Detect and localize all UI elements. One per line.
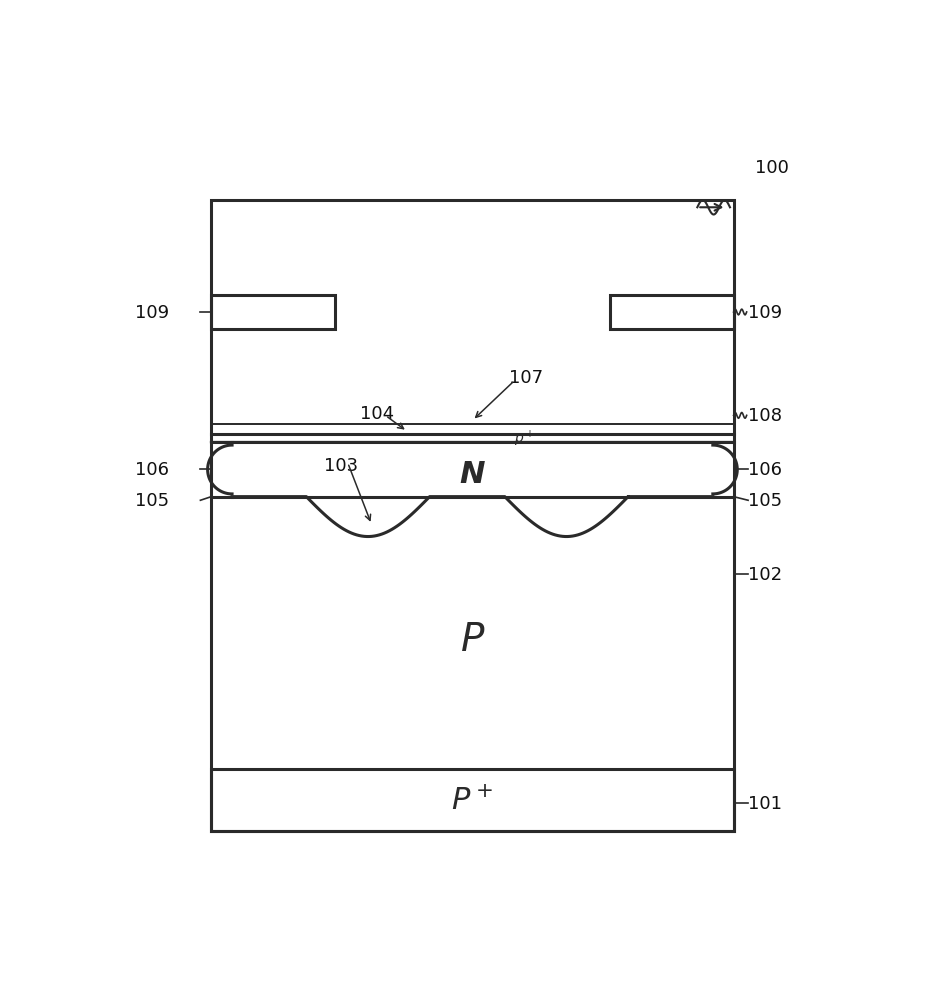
Text: 101: 101 (748, 795, 782, 812)
Text: $p^+$: $p^+$ (515, 428, 534, 449)
Text: 108: 108 (748, 407, 782, 425)
Text: 100: 100 (755, 159, 789, 177)
Bar (212, 201, 734, 831)
Text: 102: 102 (748, 565, 782, 583)
Text: 109: 109 (748, 304, 782, 321)
Text: N: N (460, 459, 485, 488)
Text: 103: 103 (324, 457, 358, 474)
Text: $P^+$: $P^+$ (451, 786, 493, 815)
Text: 105: 105 (748, 492, 782, 510)
Bar (212, 295, 335, 330)
Text: 106: 106 (748, 461, 782, 479)
Text: 107: 107 (509, 369, 543, 387)
Text: 109: 109 (135, 304, 169, 321)
Text: 106: 106 (135, 461, 169, 479)
Text: 105: 105 (135, 492, 169, 510)
Bar (212, 770, 734, 831)
Text: 104: 104 (360, 405, 394, 423)
Text: P: P (461, 620, 484, 659)
Bar (610, 295, 734, 330)
